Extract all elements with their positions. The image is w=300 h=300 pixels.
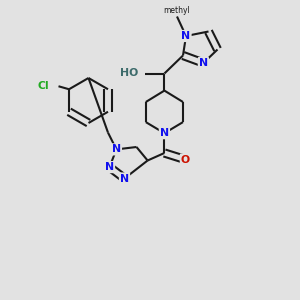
Text: N: N bbox=[160, 128, 169, 138]
Text: methyl: methyl bbox=[164, 6, 190, 15]
Text: O: O bbox=[181, 154, 190, 165]
Text: N: N bbox=[105, 162, 114, 172]
Text: N: N bbox=[182, 31, 190, 41]
Text: Cl: Cl bbox=[38, 81, 50, 91]
Text: N: N bbox=[112, 144, 121, 154]
Text: N: N bbox=[120, 173, 129, 184]
Text: HO: HO bbox=[120, 68, 138, 79]
Text: N: N bbox=[199, 58, 208, 68]
